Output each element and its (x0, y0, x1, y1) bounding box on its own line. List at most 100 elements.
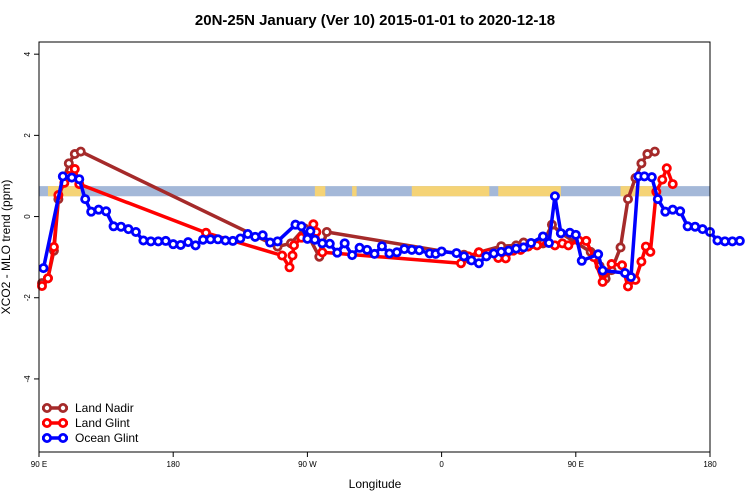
land-nadir-point (75, 146, 86, 157)
x-tick-label: 90 W (298, 460, 317, 469)
ocean-glint-point (250, 231, 261, 242)
ocean-glint-point (399, 244, 410, 255)
y-tick-label: -4 (23, 375, 32, 383)
legend-marker (58, 432, 69, 443)
land-glint-point (667, 179, 678, 190)
land-glint-point (42, 273, 53, 284)
y-tick-label: 4 (23, 51, 32, 56)
land-glint-point (288, 240, 299, 251)
ocean-glint-point (324, 238, 335, 249)
ocean-glint-point (712, 235, 723, 246)
ocean-glint-point (576, 255, 587, 266)
legend-marker (42, 432, 53, 443)
y-axis: -4 -2 0 2 4 (23, 51, 39, 382)
legend-label: Ocean Glint (75, 431, 139, 445)
land-glint-point (661, 163, 672, 174)
legend-marker (58, 402, 69, 413)
ocean-glint-point (66, 172, 77, 183)
land-glint-point (287, 250, 298, 261)
land-nadir-point (636, 158, 647, 169)
legend-label: Land Glint (75, 416, 130, 430)
ocean-glint-point (734, 235, 745, 246)
land-glint-point (36, 280, 47, 291)
ocean-glint-point (130, 226, 141, 237)
land-glint-point (563, 240, 574, 251)
land-glint-point (597, 276, 608, 287)
land-glint-point (48, 241, 59, 252)
chart-title: 20N-25N January (Ver 10) 2015-01-01 to 2… (195, 12, 555, 29)
ocean-glint-point (362, 244, 373, 255)
x-axis-label: Longitude (349, 477, 402, 491)
ocean-glint-point (265, 237, 276, 248)
ocean-glint-point (212, 234, 223, 245)
land-glint-point (622, 281, 633, 292)
ocean-glint-point (332, 247, 343, 258)
land-glint-point (317, 247, 328, 258)
ocean-glint-point (593, 249, 604, 260)
ocean-glint-point (414, 245, 425, 256)
ocean-band (39, 186, 710, 197)
x-tick-label: 90 E (31, 460, 47, 469)
ocean-glint-point (339, 238, 350, 249)
ocean-glint-point (451, 248, 462, 259)
ocean-glint-point (369, 248, 380, 259)
series-land-glint (36, 163, 678, 292)
land-glint-point (581, 235, 592, 246)
x-axis: 90 E 180 90 W 0 90 E 180 (31, 452, 717, 469)
ocean-glint-point (168, 239, 179, 250)
land-glint-point (473, 247, 484, 258)
land-nadir-point (615, 242, 626, 253)
ocean-glint-point (38, 263, 49, 274)
land-glint-point (617, 260, 628, 271)
legend-marker (58, 417, 69, 428)
land-glint-point (657, 174, 668, 185)
land-glint-point (500, 253, 511, 264)
ocean-glint-point (309, 234, 320, 245)
ocean-glint-point (639, 171, 650, 182)
ocean-glint-point (537, 231, 548, 242)
ocean-glint-point (652, 194, 663, 205)
ocean-glint-point (597, 265, 608, 276)
ocean-glint-point (543, 237, 554, 248)
land-glint-point (606, 259, 617, 270)
land-ocean-band (39, 186, 710, 197)
land-glint-point (636, 256, 647, 267)
ocean-glint-point (302, 233, 313, 244)
ocean-glint-point (526, 237, 537, 248)
ocean-glint-point (376, 241, 387, 252)
y-tick-label: -2 (23, 294, 32, 302)
ocean-glint-point (347, 250, 358, 261)
x-tick-label: 180 (167, 460, 181, 469)
land-segment (47, 186, 81, 197)
ocean-glint-point (518, 242, 529, 253)
x-tick-label: 90 E (568, 460, 584, 469)
ocean-glint-point (646, 172, 657, 183)
ocean-glint-point (183, 237, 194, 248)
ocean-glint-point (488, 248, 499, 259)
series-layer (36, 146, 745, 292)
land-segment (314, 186, 326, 197)
ocean-glint-point (391, 247, 402, 258)
plot-frame (38, 41, 711, 453)
ocean-glint-point (511, 243, 522, 254)
series-ocean-glint (38, 171, 745, 283)
ocean-glint-point (257, 230, 268, 241)
ocean-glint-point (496, 246, 507, 257)
ocean-glint-point (138, 235, 149, 246)
land-segment (352, 186, 357, 197)
land-nadir-line (40, 149, 656, 285)
land-nadir-point (622, 194, 633, 205)
y-tick-label: 2 (23, 133, 32, 138)
land-glint-point (645, 246, 656, 257)
land-glint-point (284, 262, 295, 273)
legend-label: Land Nadir (75, 401, 134, 415)
y-axis-label: XCO2 - MLO trend (ppm) (0, 180, 13, 315)
ocean-glint-point (458, 251, 469, 262)
land-segment (411, 186, 490, 197)
legend-item-ocean-glint: Ocean Glint (42, 431, 139, 445)
ocean-glint-point (667, 204, 678, 215)
series-land-nadir (36, 146, 660, 289)
ocean-glint-point (384, 248, 395, 259)
